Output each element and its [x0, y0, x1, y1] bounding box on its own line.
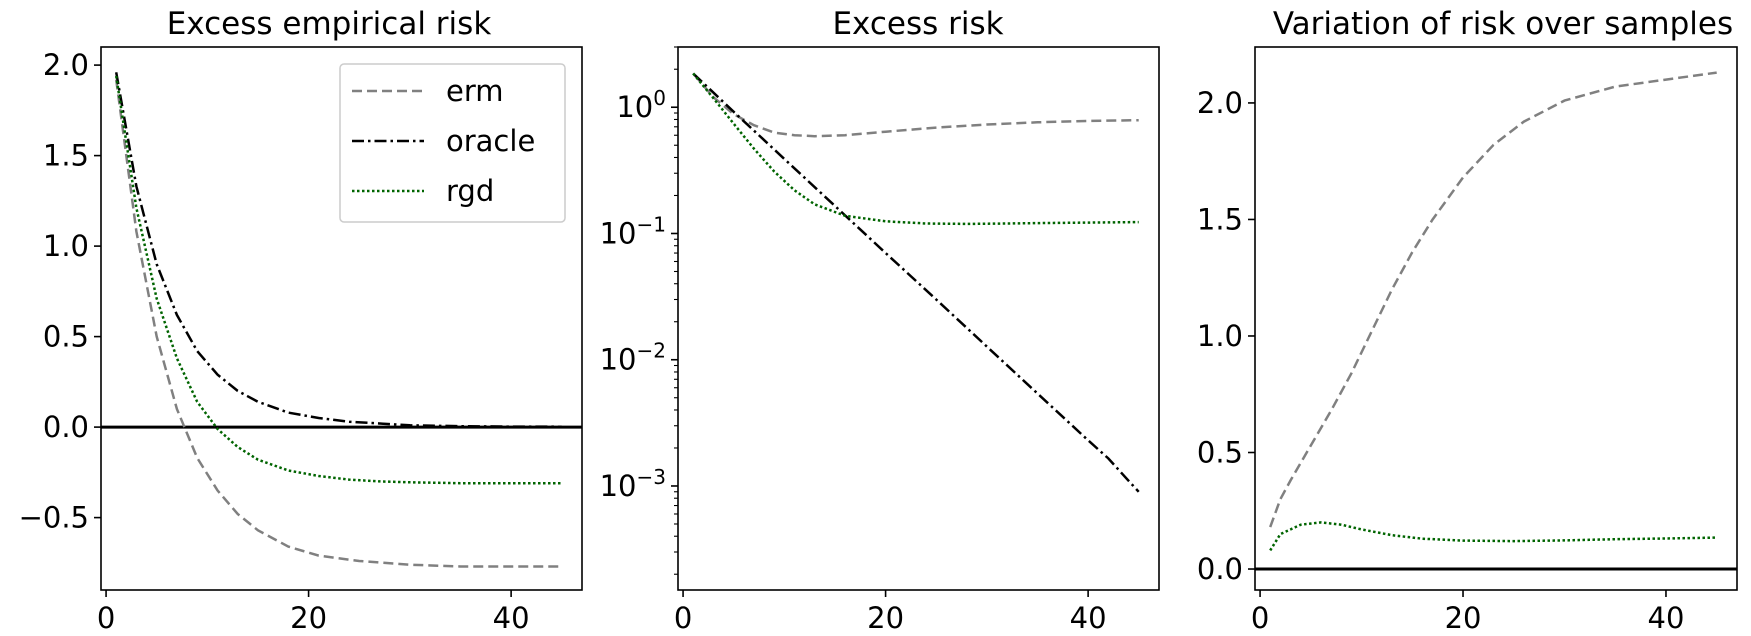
y-tick-label: 0.5 [43, 320, 89, 354]
series-line-rgd [692, 72, 1139, 226]
axes-frame [1254, 46, 1738, 591]
chart-title: Excess risk [832, 6, 1003, 42]
y-tick-label: 10−2 [600, 339, 666, 377]
y-tick-label: 2.0 [43, 48, 89, 82]
axes-frame [100, 46, 583, 591]
legend-label-erm: erm [446, 74, 504, 108]
plot-area: 0 20 40 2.0 1.5 1.0 0.5 0.0 [1197, 46, 1738, 635]
y-tick-label: 0.5 [1197, 436, 1243, 470]
axes-frame [677, 46, 1160, 591]
y-tick-label: 1.0 [1197, 319, 1243, 353]
chart-title: Excess empirical risk [167, 6, 492, 42]
legend-label-rgd: rgd [446, 174, 494, 208]
x-tick-label: 20 [1445, 601, 1482, 635]
x-tick-label: 0 [97, 601, 115, 635]
panel-excess-empirical-risk: Excess empirical risk 0 20 402.01.51.00.50… [19, 6, 583, 635]
panel-excess-risk: Excess risk 0 20 40 100 10−1 10−2 10−3 [600, 6, 1160, 635]
x-tick-label: 20 [867, 601, 904, 635]
x-tick-label: 0 [674, 601, 692, 635]
plot-area: 0 20 40 2.0 1.5 1.0 0.5 0.0 −0.5 [19, 46, 583, 635]
series-line-rgd [1269, 521, 1717, 552]
legend-label-oracle: oracle [446, 124, 535, 158]
y-tick-label: 2.0 [1197, 86, 1243, 120]
y-tick-label: 100 [616, 86, 666, 124]
y-tick-label: 1.0 [43, 229, 89, 263]
panel-variation-of-risk: Variation of risk over samples 0 20 40 2.0 1… [1197, 6, 1738, 635]
y-tick-label: 1.5 [43, 139, 89, 173]
y-tick-label: 0.0 [1197, 552, 1243, 586]
series-line-oracle [114, 72, 562, 428]
y-tick-label: 10−3 [600, 465, 666, 503]
legend-frame [339, 63, 566, 223]
series-line-erm [692, 72, 1139, 138]
series-line-oracle [692, 72, 1140, 493]
chart-title: Variation of risk over samples [1273, 6, 1733, 42]
y-tick-label: −0.5 [19, 501, 89, 535]
series-line-erm [1269, 71, 1717, 528]
legend: erm oracle rgd [339, 63, 566, 223]
y-tick-label: 10−1 [600, 212, 666, 250]
x-tick-label: 40 [1070, 601, 1107, 635]
x-tick-label: 0 [1251, 601, 1269, 635]
y-tick-label: 1.5 [1197, 202, 1243, 236]
series-line-rgd [114, 75, 562, 485]
x-tick-label: 40 [1648, 601, 1685, 635]
x-tick-label: 40 [493, 601, 530, 635]
plot-area: 0 20 40 100 10−1 10−2 10−3 [600, 46, 1160, 635]
series-line-erm [114, 79, 562, 568]
x-tick-label: 20 [290, 601, 327, 635]
y-tick-label: 0.0 [43, 410, 89, 444]
